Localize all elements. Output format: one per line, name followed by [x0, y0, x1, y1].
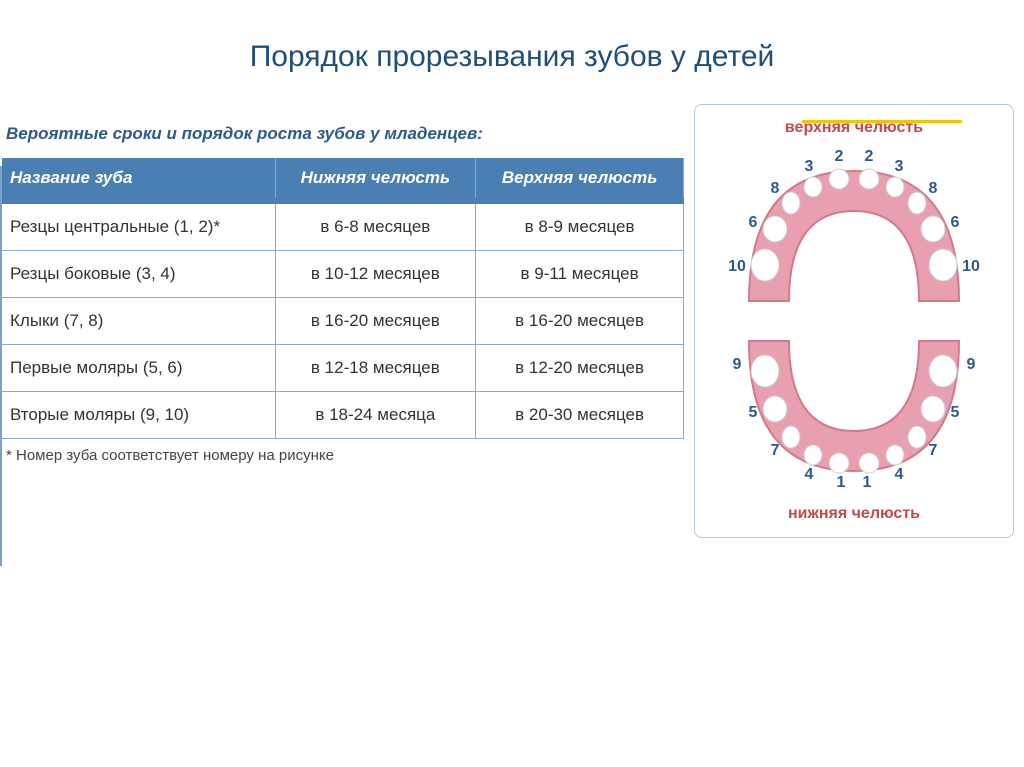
- jaw-diagram: верхняя челюсть 2 2 3 3 8 8 6 6 10 10: [694, 104, 1014, 538]
- upper-jaw-label: верхняя челюсть: [705, 115, 1003, 141]
- footnote: * Номер зуба соответствует номеру на рис…: [2, 439, 684, 472]
- cell-name: Клыки (7, 8): [2, 298, 275, 345]
- table-row: Первые моляры (5, 6) в 12-18 месяцев в 1…: [2, 345, 684, 392]
- table-caption: Вероятные сроки и порядок роста зубов у …: [2, 124, 684, 158]
- lower-jaw-label: нижняя челюсть: [705, 501, 1003, 527]
- lower-jaw-svg: 9 9 5 5 7 7 4 4 1 1: [709, 321, 999, 501]
- cell-lower: в 18-24 месяца: [275, 392, 476, 439]
- cell-name: Первые моляры (5, 6): [2, 345, 275, 392]
- cell-upper: в 8-9 месяцев: [476, 204, 684, 251]
- svg-text:6: 6: [749, 214, 758, 231]
- svg-text:10: 10: [728, 258, 746, 275]
- cell-upper: в 20-30 месяцев: [476, 392, 684, 439]
- svg-text:3: 3: [895, 158, 904, 175]
- svg-text:6: 6: [951, 214, 960, 231]
- svg-text:8: 8: [929, 180, 938, 197]
- svg-text:4: 4: [895, 466, 904, 483]
- cell-name: Резцы боковые (3, 4): [2, 251, 275, 298]
- col-upper: Верхняя челюсть: [476, 158, 684, 198]
- svg-text:10: 10: [962, 258, 980, 275]
- svg-text:1: 1: [863, 474, 872, 491]
- table-row: Резцы центральные (1, 2)* в 6-8 месяцев …: [2, 204, 684, 251]
- table-area: Вероятные сроки и порядок роста зубов у …: [2, 104, 684, 472]
- svg-text:2: 2: [865, 148, 874, 165]
- content-row: Вероятные сроки и порядок роста зубов у …: [0, 104, 1024, 538]
- cell-upper: в 9-11 месяцев: [476, 251, 684, 298]
- svg-text:8: 8: [771, 180, 780, 197]
- cell-lower: в 16-20 месяцев: [275, 298, 476, 345]
- left-rule: [0, 166, 2, 566]
- table-row: Резцы боковые (3, 4) в 10-12 месяцев в 9…: [2, 251, 684, 298]
- svg-text:9: 9: [967, 356, 976, 373]
- cell-upper: в 16-20 месяцев: [476, 298, 684, 345]
- svg-text:5: 5: [749, 404, 758, 421]
- eruption-table: Название зуба Нижняя челюсть Верхняя чел…: [2, 158, 684, 439]
- svg-text:4: 4: [805, 466, 814, 483]
- page-title: Порядок прорезывания зубов у детей: [0, 0, 1024, 104]
- cell-lower: в 10-12 месяцев: [275, 251, 476, 298]
- svg-text:5: 5: [951, 404, 960, 421]
- cell-name: Резцы центральные (1, 2)*: [2, 204, 275, 251]
- svg-text:9: 9: [733, 356, 742, 373]
- accent-line: [802, 120, 962, 123]
- table-row: Клыки (7, 8) в 16-20 месяцев в 16-20 мес…: [2, 298, 684, 345]
- svg-text:3: 3: [805, 158, 814, 175]
- svg-text:7: 7: [929, 442, 938, 459]
- col-lower: Нижняя челюсть: [275, 158, 476, 198]
- upper-jaw-svg: 2 2 3 3 8 8 6 6 10 10: [709, 141, 999, 321]
- svg-text:7: 7: [771, 442, 780, 459]
- svg-text:2: 2: [835, 148, 844, 165]
- table-row: Вторые моляры (9, 10) в 18-24 месяца в 2…: [2, 392, 684, 439]
- cell-lower: в 12-18 месяцев: [275, 345, 476, 392]
- cell-name: Вторые моляры (9, 10): [2, 392, 275, 439]
- cell-upper: в 12-20 месяцев: [476, 345, 684, 392]
- cell-lower: в 6-8 месяцев: [275, 204, 476, 251]
- col-name: Название зуба: [2, 158, 275, 198]
- svg-text:1: 1: [837, 474, 846, 491]
